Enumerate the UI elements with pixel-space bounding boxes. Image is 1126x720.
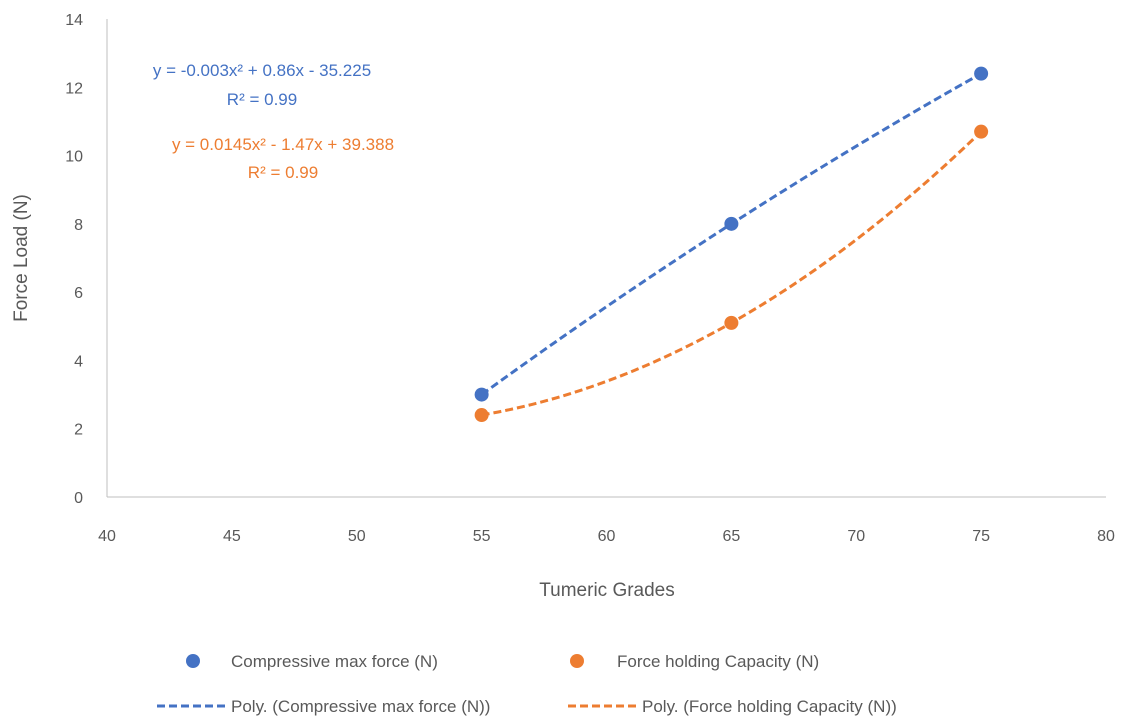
x-tick-labels: 40 45 50 55 60 65 70 75 80 bbox=[98, 528, 1115, 545]
r-squared-label-holding: R² = 0.99 bbox=[248, 163, 318, 182]
data-point-compressive bbox=[474, 387, 489, 402]
data-points-group bbox=[474, 66, 989, 423]
legend-marker-holding bbox=[570, 654, 584, 668]
y-axis-title: Force Load (N) bbox=[11, 194, 32, 322]
y-tick-label: 12 bbox=[65, 80, 83, 97]
trendline-compressive bbox=[480, 72, 982, 396]
equations-group: y = -0.003x² + 0.86x - 35.225 R² = 0.99 … bbox=[153, 61, 394, 182]
legend-label-compressive: Compressive max force (N) bbox=[231, 652, 438, 671]
data-point-compressive bbox=[974, 66, 989, 81]
equation-label-holding: y = 0.0145x² - 1.47x + 39.388 bbox=[172, 135, 394, 154]
trendlines-group bbox=[480, 72, 983, 417]
y-tick-label: 2 bbox=[74, 422, 83, 439]
y-tick-label: 14 bbox=[65, 12, 83, 29]
y-tick-label: 4 bbox=[74, 353, 83, 370]
y-tick-label: 10 bbox=[65, 149, 83, 166]
x-tick-label: 50 bbox=[348, 528, 366, 545]
data-point-holding bbox=[724, 315, 739, 330]
r-squared-label-compressive: R² = 0.99 bbox=[227, 90, 297, 109]
legend-marker-compressive bbox=[186, 654, 200, 668]
x-axis-title: Tumeric Grades bbox=[539, 580, 675, 601]
legend: Compressive max force (N) Force holding … bbox=[157, 652, 897, 716]
x-tick-label: 45 bbox=[223, 528, 241, 545]
trendline-holding bbox=[481, 130, 983, 417]
data-point-holding bbox=[974, 124, 989, 139]
data-point-compressive bbox=[724, 216, 739, 231]
y-tick-labels: 0 2 4 6 8 10 12 14 bbox=[65, 12, 83, 507]
y-tick-label: 6 bbox=[74, 285, 83, 302]
legend-trendline-label-compressive: Poly. (Compressive max force (N)) bbox=[231, 697, 490, 716]
data-point-holding bbox=[474, 408, 489, 423]
y-tick-label: 8 bbox=[74, 217, 83, 234]
x-tick-label: 55 bbox=[473, 528, 491, 545]
x-tick-label: 40 bbox=[98, 528, 116, 545]
x-tick-label: 60 bbox=[598, 528, 616, 545]
x-tick-label: 65 bbox=[722, 528, 740, 545]
x-tick-label: 70 bbox=[847, 528, 865, 545]
equation-label-compressive: y = -0.003x² + 0.86x - 35.225 bbox=[153, 61, 371, 80]
x-tick-label: 80 bbox=[1097, 528, 1115, 545]
legend-label-holding: Force holding Capacity (N) bbox=[617, 652, 819, 671]
x-tick-label: 75 bbox=[972, 528, 990, 545]
y-tick-label: 0 bbox=[74, 490, 83, 507]
axes-group bbox=[106, 19, 1106, 498]
legend-trendline-label-holding: Poly. (Force holding Capacity (N)) bbox=[642, 697, 897, 716]
